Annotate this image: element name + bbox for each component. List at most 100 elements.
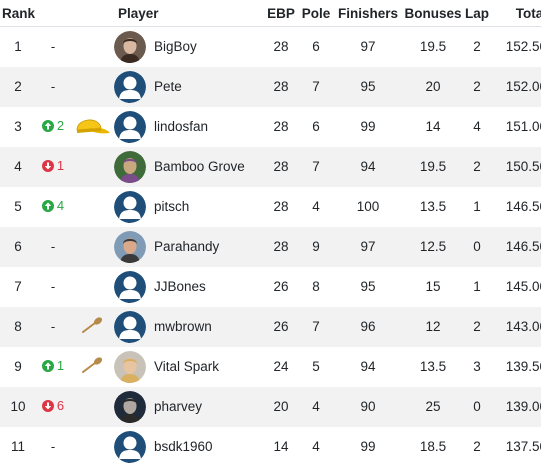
player-cell: JJBones bbox=[114, 267, 264, 307]
ebp-cell: 28 bbox=[273, 199, 289, 214]
arrow-up-circle-icon bbox=[41, 199, 54, 212]
movement-cell: 2 bbox=[36, 107, 70, 147]
default-user-avatar-icon[interactable] bbox=[114, 70, 146, 103]
player-cell: pitsch bbox=[114, 187, 264, 227]
rank-change-value: 6 bbox=[56, 398, 65, 414]
default-user-avatar-icon[interactable] bbox=[114, 430, 146, 463]
header-pole[interactable]: Pole bbox=[298, 0, 334, 27]
avatar[interactable] bbox=[114, 350, 146, 383]
total-cell: 146.50 bbox=[505, 199, 541, 214]
player-name[interactable]: pitsch bbox=[154, 199, 190, 214]
finishers-cell: 94 bbox=[360, 359, 376, 374]
player-name[interactable]: BigBoy bbox=[154, 39, 197, 55]
player-name[interactable]: Pete bbox=[154, 79, 182, 94]
table-header: Rank Player EBP Pole Finishers Bonuses L… bbox=[0, 0, 541, 27]
finishers-cell: 97 bbox=[360, 39, 376, 55]
default-user-avatar-icon[interactable] bbox=[114, 310, 146, 343]
avatar[interactable] bbox=[114, 30, 146, 63]
player-name[interactable]: mwbrown bbox=[154, 319, 212, 334]
player-name[interactable]: JJBones bbox=[154, 279, 206, 294]
table-row[interactable]: 8 - mwbrown 26 7 96 12 2 143.00 bbox=[0, 306, 541, 347]
pole-cell: 7 bbox=[312, 159, 320, 174]
badge-cell bbox=[70, 227, 114, 267]
rank-cell: 3 bbox=[14, 119, 22, 134]
rank-change: 1 bbox=[41, 158, 64, 173]
player-name[interactable]: Parahandy bbox=[154, 239, 220, 254]
table-row[interactable]: 3 2 lindosfan 28 6 99 14 4 151.00 bbox=[0, 107, 541, 147]
ebp-cell: 28 bbox=[273, 239, 289, 254]
avatar[interactable] bbox=[114, 150, 146, 183]
movement-cell: 1 bbox=[36, 347, 70, 387]
header-movement bbox=[36, 0, 70, 27]
arrow-up-circle-icon bbox=[41, 359, 54, 372]
pole-cell: 7 bbox=[312, 319, 320, 334]
player-cell: Vital Spark bbox=[114, 347, 264, 387]
bonuses-cell: 12.5 bbox=[419, 239, 447, 254]
rank-cell: 9 bbox=[14, 359, 22, 374]
player-name[interactable]: bsdk1960 bbox=[154, 439, 213, 454]
player-name[interactable]: Vital Spark bbox=[154, 359, 220, 374]
ebp-cell: 28 bbox=[273, 79, 289, 94]
bonuses-cell: 13.5 bbox=[419, 199, 447, 214]
header-finishers[interactable]: Finishers bbox=[334, 0, 402, 27]
header-total[interactable]: Total bbox=[490, 0, 541, 27]
yellow-cap-icon bbox=[73, 112, 111, 141]
table-row[interactable]: 5 4 pitsch 28 4 100 13.5 1 146.50 bbox=[0, 187, 541, 227]
header-ebp[interactable]: EBP bbox=[264, 0, 298, 27]
ebp-cell: 24 bbox=[273, 359, 289, 374]
pole-cell: 7 bbox=[312, 79, 320, 94]
rank-change-value: - bbox=[50, 279, 56, 294]
table-row[interactable]: 9 1 Vital Spark 24 5 94 13.5 3 139.50 bbox=[0, 347, 541, 387]
lap-cell: 4 bbox=[473, 119, 481, 134]
total-cell: 137.50 bbox=[505, 439, 541, 454]
bonuses-cell: 19.5 bbox=[419, 159, 447, 174]
header-player[interactable]: Player bbox=[114, 0, 264, 27]
lap-cell: 1 bbox=[473, 279, 481, 294]
default-user-avatar-icon[interactable] bbox=[114, 110, 146, 143]
finishers-cell: 99 bbox=[360, 119, 376, 134]
badge-cell bbox=[70, 387, 114, 427]
finishers-cell: 94 bbox=[360, 159, 376, 174]
player-name[interactable]: Bamboo Grove bbox=[154, 159, 245, 174]
table-row[interactable]: 10 6 pharvey 20 4 90 25 0 139.00 bbox=[0, 386, 541, 427]
finishers-cell: 95 bbox=[360, 279, 376, 294]
table-row[interactable]: 6 - Parahandy 28 9 97 12.5 0 146.50 bbox=[0, 226, 541, 267]
rank-change: - bbox=[51, 279, 55, 294]
player-name[interactable]: pharvey bbox=[154, 399, 203, 414]
table-row[interactable]: 1 - BigBoy 28 6 97 19.5 2 152.50 bbox=[0, 27, 541, 67]
table-row[interactable]: 7 - JJBones 26 8 95 15 1 145.00 bbox=[0, 267, 541, 307]
ebp-cell: 28 bbox=[273, 159, 289, 174]
default-user-avatar-icon[interactable] bbox=[114, 270, 146, 303]
movement-cell: - bbox=[36, 267, 70, 307]
default-user-avatar-icon[interactable] bbox=[114, 190, 146, 223]
movement-cell: 6 bbox=[36, 387, 70, 427]
bonuses-cell: 13.5 bbox=[419, 359, 447, 374]
bonuses-cell: 15 bbox=[425, 279, 441, 294]
pole-cell: 4 bbox=[312, 199, 320, 214]
header-lap[interactable]: Lap bbox=[464, 0, 490, 27]
rank-change: - bbox=[51, 439, 55, 454]
movement-cell: - bbox=[36, 67, 70, 107]
player-name[interactable]: lindosfan bbox=[154, 119, 209, 134]
player-cell: mwbrown bbox=[114, 307, 264, 347]
avatar[interactable] bbox=[114, 230, 146, 263]
rank-change-value: - bbox=[50, 439, 56, 454]
badge-cell bbox=[70, 187, 114, 227]
lap-cell: 2 bbox=[473, 159, 481, 174]
badge-cell bbox=[70, 427, 114, 467]
table-row[interactable]: 11 - bsdk1960 14 4 99 18.5 2 137.50 bbox=[0, 427, 541, 467]
total-cell: 152.00 bbox=[505, 79, 541, 94]
bonuses-cell: 20 bbox=[425, 79, 441, 94]
table-row[interactable]: 2 - Pete 28 7 95 20 2 152.00 bbox=[0, 66, 541, 107]
avatar[interactable] bbox=[114, 390, 146, 423]
total-cell: 145.00 bbox=[505, 279, 541, 294]
wooden-spoon-icon bbox=[79, 355, 105, 378]
badge-cell bbox=[70, 267, 114, 307]
movement-cell: - bbox=[36, 427, 70, 467]
rank-change-value: - bbox=[50, 39, 56, 55]
header-rank[interactable]: Rank bbox=[0, 0, 36, 27]
table-row[interactable]: 4 1 Bamboo Grove 28 7 94 19.5 2 150.50 bbox=[0, 146, 541, 187]
rank-change: - bbox=[51, 239, 55, 254]
header-bonuses[interactable]: Bonuses bbox=[402, 0, 464, 27]
